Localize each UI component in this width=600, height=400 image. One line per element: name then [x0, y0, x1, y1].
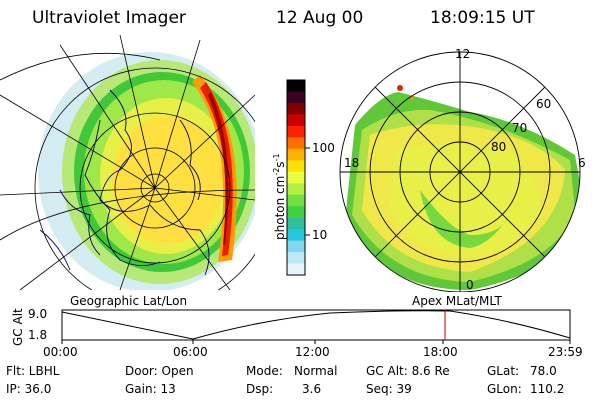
colorbar-segment [287, 263, 305, 276]
lat-label-70: 70 [512, 121, 528, 135]
colorbar-tick-100: 100 [312, 141, 335, 155]
info-door: Door: Open [125, 364, 194, 378]
info-dsp-label: Dsp: [246, 382, 274, 396]
info-flt: Flt: LBHL [6, 364, 60, 378]
unit-sup-1: -2 [272, 167, 281, 176]
info-glon-value: 110.2 [530, 382, 565, 396]
colorbar-segment [287, 194, 305, 207]
mlt-label-12: 12 [455, 47, 471, 61]
instrument-title: Ultraviolet Imager [32, 8, 186, 28]
xtick-1800: 18:00 [423, 345, 458, 359]
xtick-2359: 23:59 [548, 345, 583, 359]
mlt-label-6: 6 [578, 156, 586, 170]
colorbar-segment [287, 217, 305, 230]
info-seq: Seq: 39 [366, 382, 412, 396]
altitude-ytick-low: 1.8 [28, 328, 48, 342]
colorbar-unit-label: photon cm-2s-1 [272, 153, 287, 240]
colorbar-segment [287, 229, 305, 242]
orbit-altitude-curve [61, 310, 571, 340]
info-mode-label: Mode: [246, 364, 283, 378]
colorbar-segment [287, 252, 305, 265]
colorbar [286, 79, 306, 276]
info-gain: Gain: 13 [125, 382, 176, 396]
colorbar-segment [287, 102, 305, 116]
info-mode-value: Normal [294, 364, 338, 378]
date-label: 12 Aug 00 [276, 8, 364, 28]
lat-label-60: 60 [536, 97, 552, 111]
mlt-label-18: 18 [344, 156, 360, 170]
mlt-label-0: 0 [466, 278, 474, 292]
geographic-map [0, 35, 255, 290]
colorbar-segment [287, 125, 305, 138]
info-ip: IP: 36.0 [6, 382, 52, 396]
xtick-0600: 06:00 [173, 345, 208, 359]
colorbar-tick-10: 10 [312, 228, 328, 242]
colorbar-segment [287, 206, 305, 219]
altitude-ylabel: GC Alt [11, 308, 25, 346]
unit-sup-2: -1 [272, 153, 281, 162]
info-dsp-value: 3.6 [302, 382, 322, 396]
info-gc-alt: GC Alt: 8.6 Re [366, 364, 450, 378]
apex-polar-plot [339, 51, 581, 292]
colorbar-segment [287, 80, 305, 93]
time-label: 18:09:15 UT [430, 8, 535, 28]
colorbar-segment [287, 91, 305, 104]
info-glat-label: GLat: [487, 364, 520, 378]
altitude-ytick-high: 9.0 [28, 307, 48, 321]
xtick-0000: 00:00 [43, 345, 78, 359]
colorbar-segment [287, 240, 305, 253]
info-glat-value: 78.0 [530, 364, 557, 378]
xtick-1200: 12:00 [295, 345, 330, 359]
lat-label-80: 80 [491, 140, 507, 154]
right-map-caption: Apex MLat/MLT [412, 294, 502, 308]
colorbar-segment [287, 160, 305, 173]
left-map-caption: Geographic Lat/Lon [70, 294, 188, 308]
altitude-plot [61, 309, 571, 344]
colorbar-segment [287, 114, 305, 127]
unit-mid: s [273, 161, 287, 168]
info-glon-label: GLon: [487, 382, 522, 396]
unit-base: photon cm [273, 175, 287, 240]
colorbar-segment [287, 171, 305, 184]
colorbar-segment [287, 137, 305, 150]
colorbar-border [286, 79, 306, 276]
colorbar-segment [287, 148, 305, 161]
colorbar-segment [287, 183, 305, 196]
